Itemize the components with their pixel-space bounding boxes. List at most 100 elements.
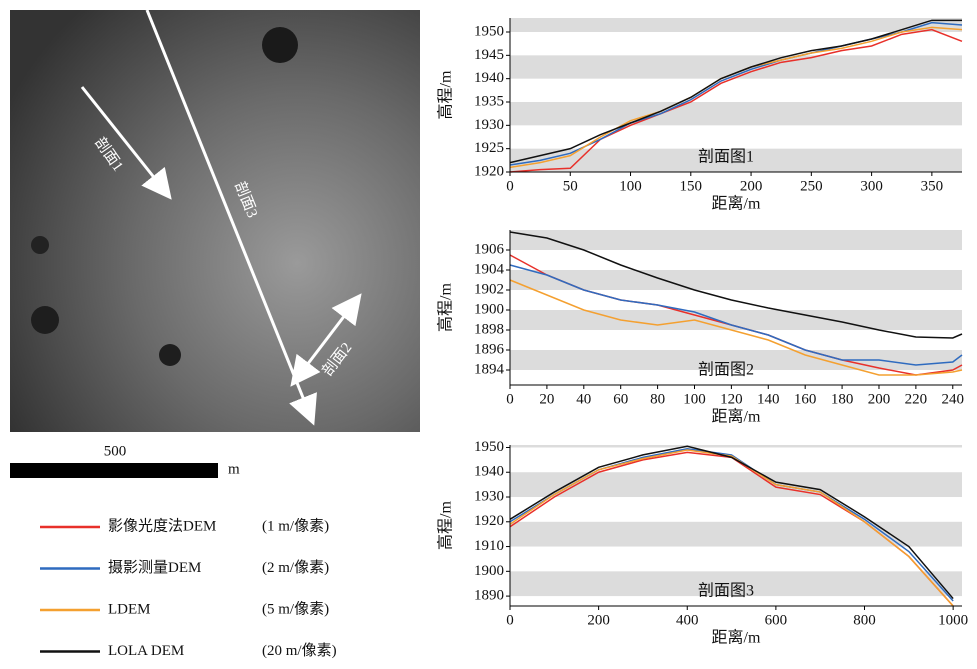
x-tick-label: 0	[506, 178, 514, 194]
x-tick-label: 60	[613, 391, 628, 407]
series-line	[509, 21, 963, 166]
chart-title: 剖面图1	[698, 148, 754, 166]
x-tick-label: 140	[757, 391, 780, 407]
y-tick-label: 1945	[474, 47, 504, 63]
y-tick-label: 1920	[474, 513, 504, 529]
series-line	[509, 445, 954, 600]
grid-band	[510, 310, 962, 330]
grid-band	[510, 445, 962, 448]
y-axis-label: 高程/m	[437, 283, 455, 332]
crater	[262, 27, 298, 63]
crater	[31, 306, 59, 334]
legend-resolution: (20 m/像素)	[262, 642, 337, 659]
x-tick-label: 200	[868, 391, 891, 407]
y-axis-label: 高程/m	[437, 501, 455, 550]
profile-line	[290, 293, 362, 387]
lunar-image	[10, 10, 420, 432]
y-tick-label: 1894	[474, 361, 505, 377]
axes	[509, 18, 962, 173]
x-tick-label: 0	[506, 612, 514, 628]
x-tick-label: 400	[676, 612, 699, 628]
x-tick-label: 220	[905, 391, 928, 407]
legend-name: LDEM	[108, 601, 151, 617]
y-tick-label: 1898	[474, 321, 504, 337]
axes	[509, 445, 962, 607]
series-line	[509, 26, 963, 169]
chart-title: 剖面图2	[698, 361, 754, 379]
x-tick-label: 200	[587, 612, 610, 628]
y-tick-label: 1940	[474, 464, 504, 480]
series-line	[509, 231, 963, 339]
x-tick-label: 40	[576, 391, 591, 407]
grid-band	[510, 350, 962, 370]
x-tick-label: 180	[831, 391, 854, 407]
grid-band	[510, 230, 962, 250]
x-tick-label: 160	[794, 391, 817, 407]
x-tick-label: 1000	[938, 612, 968, 628]
y-tick-label: 1910	[474, 538, 504, 554]
legend-resolution: (1 m/像素)	[262, 517, 329, 534]
grid-band	[510, 270, 962, 290]
y-tick-label: 1900	[474, 563, 504, 579]
y-tick-label: 1900	[474, 301, 504, 317]
profile-line	[145, 9, 317, 426]
y-tick-label: 1920	[474, 163, 504, 179]
x-tick-label: 250	[800, 178, 823, 194]
scale-bar	[10, 463, 218, 478]
y-tick-label: 1925	[474, 140, 504, 156]
y-tick-label: 1890	[474, 588, 504, 604]
chart-title: 剖面图3	[698, 582, 754, 600]
x-tick-label: 200	[740, 178, 763, 194]
legend-resolution: (2 m/像素)	[262, 559, 329, 576]
y-tick-label: 1906	[474, 241, 505, 257]
x-tick-label: 600	[765, 612, 788, 628]
scale-label: 500	[104, 443, 127, 459]
profile-line	[80, 86, 172, 200]
grid-band	[510, 521, 962, 547]
legend-resolution: (5 m/像素)	[262, 600, 329, 617]
series-line	[509, 28, 963, 173]
grid-band	[510, 102, 962, 126]
y-tick-label: 1950	[474, 23, 504, 39]
y-tick-label: 1930	[474, 117, 504, 133]
grid-band	[510, 18, 962, 32]
y-tick-label: 1904	[474, 261, 505, 277]
x-tick-label: 120	[720, 391, 743, 407]
scale-unit: m	[228, 461, 240, 477]
y-tick-label: 1940	[474, 70, 504, 86]
y-tick-label: 1935	[474, 93, 504, 109]
y-tick-label: 1930	[474, 488, 504, 504]
x-tick-label: 800	[853, 612, 876, 628]
grid-band	[510, 571, 962, 597]
grid-band	[510, 55, 962, 79]
axes	[509, 230, 962, 386]
y-tick-label: 1950	[474, 439, 504, 455]
y-axis-label: 高程/m	[437, 70, 455, 119]
x-tick-label: 100	[619, 178, 642, 194]
series-line	[509, 19, 962, 164]
x-tick-label: 100	[683, 391, 706, 407]
crater	[159, 344, 181, 366]
grid-band	[510, 148, 962, 172]
legend-name: 摄影测量DEM	[108, 559, 201, 576]
x-tick-label: 240	[942, 391, 965, 407]
x-axis-label: 距离/m	[712, 629, 761, 647]
x-tick-label: 50	[563, 178, 578, 194]
x-tick-label: 300	[860, 178, 883, 194]
x-axis-label: 距离/m	[712, 408, 761, 426]
legend-name: 影像光度法DEM	[108, 517, 216, 534]
y-tick-label: 1902	[474, 281, 504, 297]
x-tick-label: 150	[680, 178, 703, 194]
series-line	[509, 264, 963, 366]
x-tick-label: 20	[539, 391, 554, 407]
series-line	[509, 279, 963, 376]
x-tick-label: 0	[506, 391, 514, 407]
y-tick-label: 1896	[474, 341, 505, 357]
crater	[31, 236, 49, 254]
series-line	[509, 449, 954, 607]
x-tick-label: 350	[921, 178, 944, 194]
legend-name: LOLA DEM	[108, 643, 184, 659]
x-axis-label: 距离/m	[712, 195, 761, 213]
